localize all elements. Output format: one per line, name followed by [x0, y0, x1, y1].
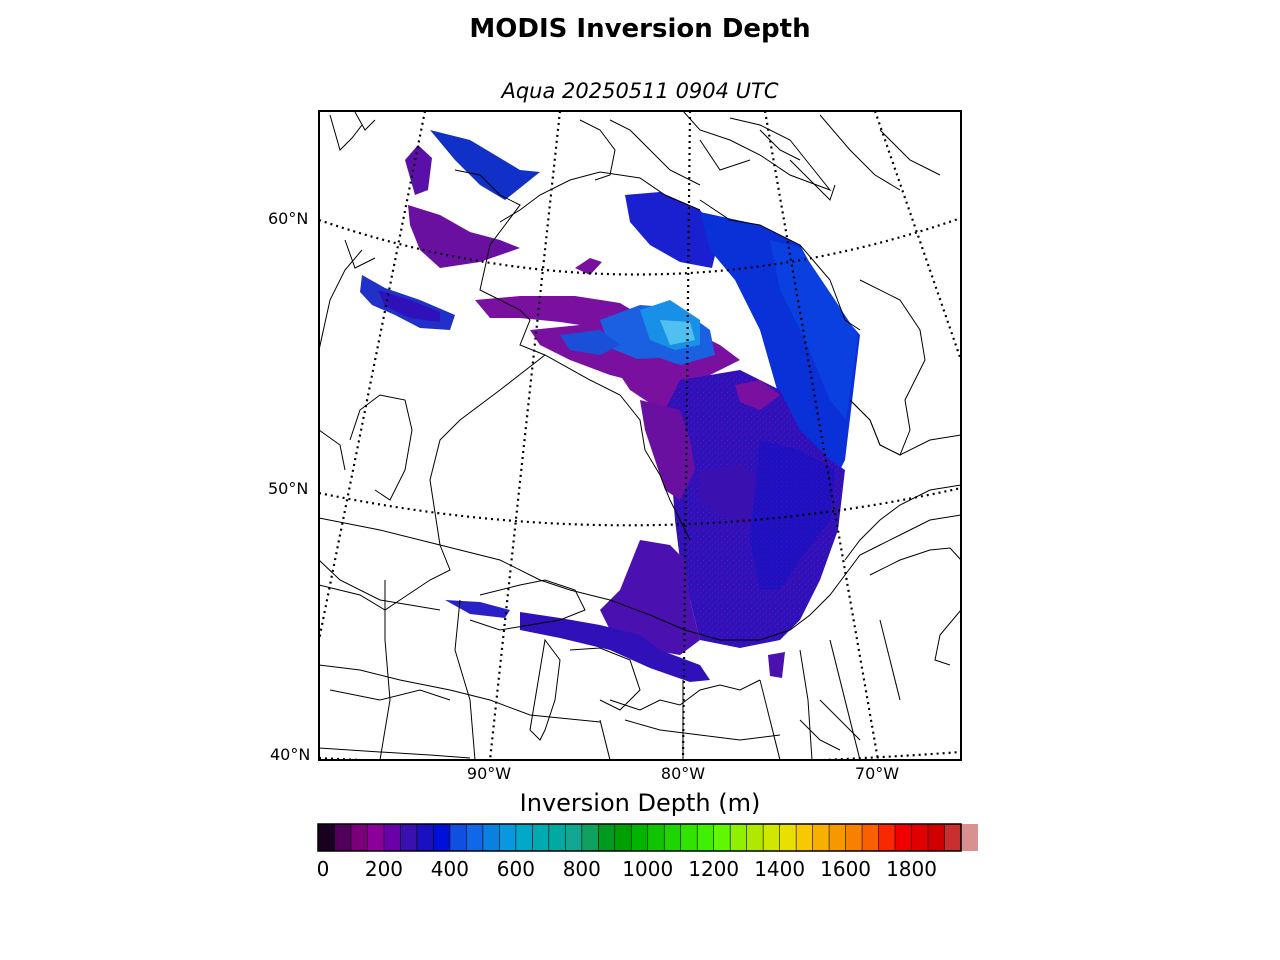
data-overlay: [360, 130, 860, 682]
colorbar-bin: [928, 824, 946, 851]
lat-label: 40°N: [270, 745, 310, 764]
colorbar-bin: [763, 824, 781, 851]
colorbar-tick-label: 1600: [820, 857, 871, 881]
colorbar-bin: [416, 824, 434, 851]
colorbar-bin: [911, 824, 929, 851]
colorbar-bin: [895, 824, 913, 851]
colorbar-bin: [449, 824, 467, 851]
colorbar-bin: [334, 824, 352, 851]
colorbar-tick-label: 800: [563, 857, 601, 881]
colorbar-bin: [383, 824, 401, 851]
colorbar-bin: [812, 824, 830, 851]
colorbar-bin: [680, 824, 698, 851]
colorbar-tick-label: 1200: [688, 857, 739, 881]
colorbar-tick-label: 0: [317, 857, 330, 881]
colorbar-label: Inversion Depth (m): [519, 789, 761, 817]
map-frame: [318, 110, 962, 761]
colorbar-bin: [944, 824, 962, 851]
lon-label: 70°W: [855, 764, 899, 783]
coastlines-and-borders: [319, 111, 961, 760]
colorbar-tick-label: 400: [431, 857, 469, 881]
colorbar-bin: [581, 824, 599, 851]
colorbar-bin: [318, 824, 335, 851]
colorbar-bin: [598, 824, 616, 851]
longitude-labels: 90°W 80°W 70°W: [467, 764, 899, 783]
colorbar-bin: [779, 824, 797, 851]
colorbar-bin: [730, 824, 748, 851]
colorbar-bin: [961, 824, 978, 851]
colorbar-bin: [499, 824, 517, 851]
colorbar-bin: [862, 824, 880, 851]
colorbar-tick-label: 1400: [754, 857, 805, 881]
colorbar-bin: [400, 824, 418, 851]
colorbar-bin: [433, 824, 451, 851]
colorbar-bin: [829, 824, 847, 851]
colorbar-bin: [713, 824, 731, 851]
colorbar-bin: [664, 824, 682, 851]
colorbar-tick-label: 200: [365, 857, 403, 881]
colorbar-bins: [318, 824, 978, 851]
colorbar-bin: [845, 824, 863, 851]
colorbar-bin: [466, 824, 484, 851]
colorbar-bin: [697, 824, 715, 851]
colorbar-tick-label: 1800: [886, 857, 937, 881]
colorbar-bin: [631, 824, 649, 851]
colorbar-bin: [548, 824, 566, 851]
figure-title: MODIS Inversion Depth: [469, 14, 811, 44]
lon-label: 80°W: [661, 764, 705, 783]
graticule: [319, 111, 961, 760]
colorbar-bin: [746, 824, 764, 851]
colorbar-bin: [647, 824, 665, 851]
colorbar-bin: [878, 824, 896, 851]
colorbar-bin: [515, 824, 533, 851]
colorbar-bin: [482, 824, 500, 851]
colorbar-bin: [796, 824, 814, 851]
lat-label: 60°N: [268, 209, 308, 228]
lat-label: 50°N: [268, 479, 308, 498]
colorbar-bin: [565, 824, 583, 851]
colorbar-ticks: 0 200 400 600 800 1000 1200 1400 1600 1800: [317, 857, 937, 881]
colorbar-frame: [317, 823, 962, 852]
latitude-labels: 60°N 50°N 40°N: [268, 209, 310, 764]
lon-label: 90°W: [467, 764, 511, 783]
colorbar-bin: [350, 824, 368, 851]
colorbar-tick-label: 1000: [622, 857, 673, 881]
colorbar-bin: [532, 824, 550, 851]
colorbar-bin: [367, 824, 385, 851]
figure-subtitle: Aqua 20250511 0904 UTC: [501, 79, 779, 103]
colorbar-bin: [614, 824, 632, 851]
colorbar-tick-label: 600: [497, 857, 535, 881]
